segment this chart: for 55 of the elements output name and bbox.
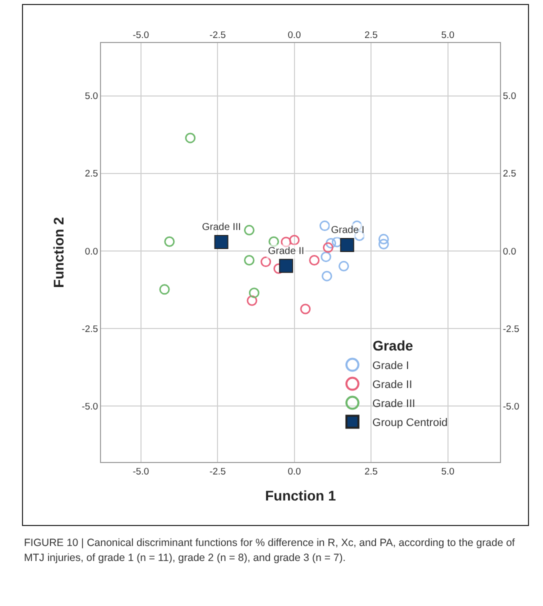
legend-label: Grade I <box>372 360 410 372</box>
x-tick-label: 5.0 <box>441 30 454 42</box>
point <box>300 304 311 314</box>
point <box>309 255 320 266</box>
point <box>322 270 332 282</box>
legend-label: Group Centroid <box>372 417 448 430</box>
point <box>214 234 228 249</box>
y-tick-label: 5.0 <box>84 91 98 102</box>
point <box>326 238 336 248</box>
legend-title: Grade <box>372 337 414 354</box>
point <box>244 255 254 266</box>
point <box>340 238 354 252</box>
y2-tick-label: -2.5 <box>502 324 520 335</box>
legend-label: Grade II <box>372 379 412 392</box>
annotation: Grade II <box>268 246 304 257</box>
y-tick-label: -2.5 <box>82 324 98 335</box>
legend-label: Grade III <box>372 398 416 410</box>
y-tick-label: 2.5 <box>84 168 98 180</box>
point <box>320 220 330 232</box>
x2-tick-label: 0.0 <box>288 466 301 478</box>
point <box>246 295 258 306</box>
x-tick-label: -2.5 <box>209 30 226 42</box>
point <box>268 236 280 247</box>
point <box>378 238 389 250</box>
point <box>279 258 294 273</box>
x2-tick-label: 2.5 <box>364 466 378 478</box>
y2-tick-label: 5.0 <box>502 91 516 102</box>
point <box>164 236 175 247</box>
x2-tick-label: 5.0 <box>441 466 454 478</box>
y2-tick-label: -5.0 <box>502 401 520 412</box>
point <box>280 236 292 248</box>
point <box>378 234 389 244</box>
point <box>338 260 350 272</box>
x-axis-title: Function 1 <box>265 488 336 504</box>
point <box>320 252 332 262</box>
x2-tick-label: -2.5 <box>209 466 226 478</box>
point <box>289 234 300 246</box>
point <box>248 288 260 298</box>
caption: FIGURE 10 | Canonical discriminant functions for % difference in R, Xc, and PA, according to the grade of MTJ injuries, of grade 1 (n = 11), grade 2 (n = 8), and grade 3 (n = 7). <box>24 536 516 566</box>
point <box>322 242 334 253</box>
y2-tick-label: 0.0 <box>502 246 516 258</box>
x-tick-label: -5.0 <box>132 30 150 42</box>
point <box>185 132 196 144</box>
x-tick-label: 2.5 <box>364 30 378 42</box>
annotation: Grade I <box>331 225 364 236</box>
y-tick-label: 0.0 <box>84 246 98 258</box>
y-axis-title: Function 2 <box>50 216 66 288</box>
x-tick-label: 0.0 <box>288 30 301 42</box>
y-tick-label: -5.0 <box>82 401 98 412</box>
y2-tick-label: 2.5 <box>502 168 516 180</box>
point <box>244 224 254 236</box>
annotation: Grade III <box>202 222 241 233</box>
x2-tick-label: -5.0 <box>132 466 150 478</box>
point <box>260 256 272 268</box>
point <box>159 284 170 295</box>
